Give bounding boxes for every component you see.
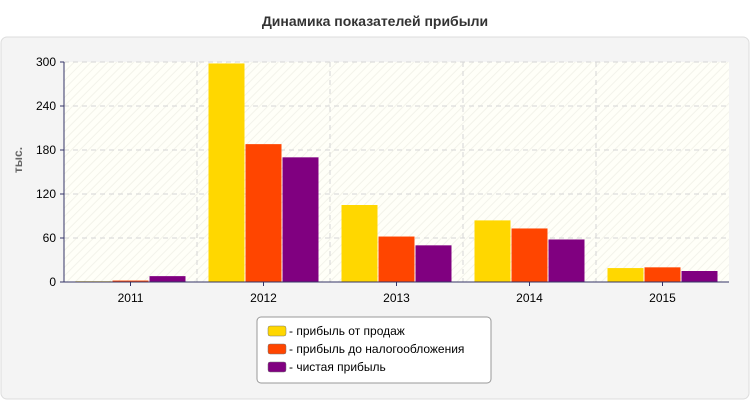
bar-2015-series-1 (607, 268, 644, 282)
bar-2014-series-2 (511, 228, 548, 282)
grid-lines (64, 61, 729, 282)
legend-swatch (267, 325, 287, 337)
x-tick-label: 2013 (383, 291, 410, 305)
x-tick-label: 2015 (649, 291, 676, 305)
legend-entry: - чистая прибыль (289, 360, 386, 374)
y-axis-label: тыс. (11, 147, 25, 173)
y-tick-label: 120 (36, 187, 56, 201)
bar-2012-series-3 (282, 157, 319, 282)
bar-2014-series-3 (548, 239, 585, 282)
bar-2013-series-2 (378, 236, 415, 282)
y-tick-label: 300 (36, 55, 56, 69)
legend-swatch (267, 361, 287, 373)
legend-box (256, 316, 492, 384)
bar-2011-series-3 (149, 276, 186, 282)
legend-entry: - прибыль от продаж (289, 324, 405, 338)
bar-2015-series-2 (644, 267, 681, 282)
y-tick-label: 240 (36, 99, 56, 113)
legend: - прибыль от продаж - прибыль до налогооб… (256, 316, 492, 384)
bar-2012-series-2 (245, 144, 282, 282)
chart-title: Динамика показателей прибыли (262, 13, 488, 29)
bar-2012-series-1 (208, 63, 245, 282)
legend-swatch (267, 343, 287, 355)
bar-2013-series-1 (341, 205, 378, 282)
y-tick-label: 180 (36, 143, 56, 157)
x-axis-ticks: 2011 2012 2013 2014 2015 (118, 282, 676, 305)
y-tick-label: 0 (49, 275, 56, 289)
bar-2013-series-3 (415, 245, 452, 282)
x-tick-label: 2014 (516, 291, 543, 305)
bar-2014-series-1 (474, 220, 511, 282)
legend-entry: - прибыль до налогообложения (289, 342, 464, 356)
x-tick-label: 2012 (250, 291, 277, 305)
y-axis-ticks: 0 60 120 180 240 300 (36, 55, 64, 289)
bar-2011-series-2 (112, 280, 149, 282)
y-tick-label: 60 (43, 231, 57, 245)
x-tick-label: 2011 (118, 291, 144, 305)
bar-2015-series-3 (681, 271, 718, 282)
bars (75, 63, 718, 282)
